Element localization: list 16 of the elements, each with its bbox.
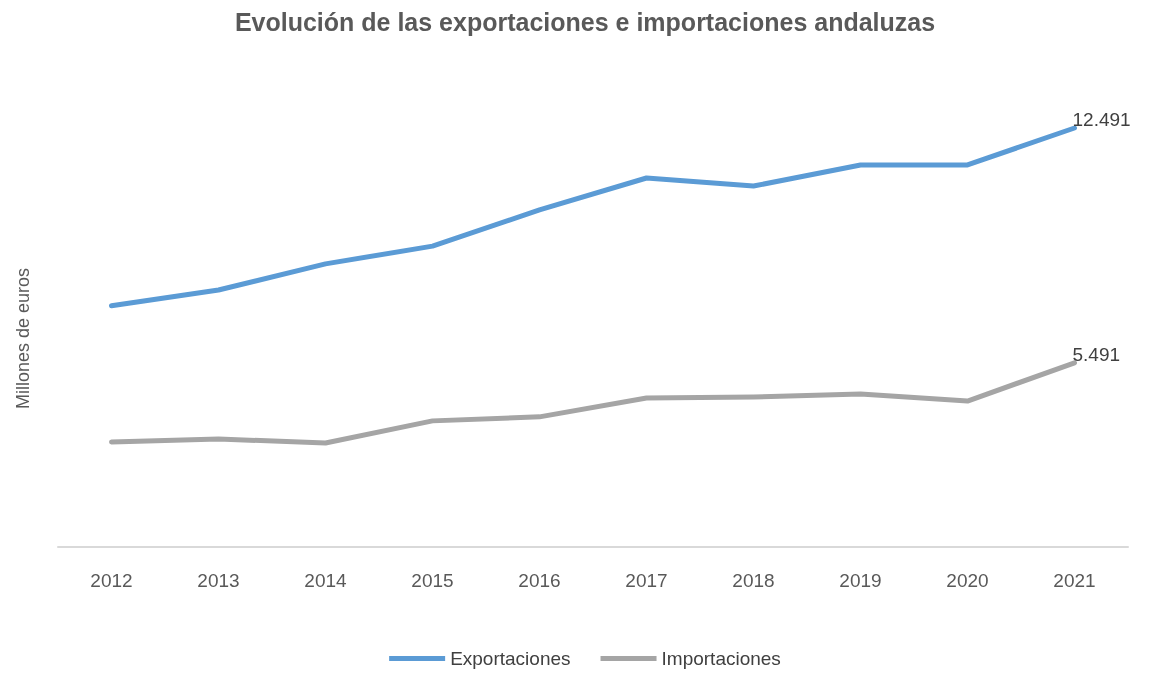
x-tick-label: 2019 — [839, 570, 882, 591]
x-tick-label: 2018 — [732, 570, 775, 591]
data-label: 5.491 — [1072, 343, 1121, 365]
x-tick-label: 2015 — [411, 570, 454, 591]
x-tick-label: 2016 — [518, 570, 561, 591]
x-tick-label: 2020 — [946, 570, 989, 591]
x-tick-label: 2017 — [625, 570, 668, 591]
data-label: 12.491 — [1072, 109, 1131, 130]
legend-label: Importaciones — [661, 648, 781, 669]
legend-label: Exportaciones — [450, 648, 571, 669]
x-tick-label: 2012 — [90, 570, 133, 591]
x-tick-label: 2014 — [304, 570, 348, 591]
chart-title: Evolución de las exportaciones e importaciones andaluzas — [234, 7, 936, 36]
x-tick-label: 2021 — [1053, 570, 1096, 591]
y-axis-title: Millones de euros — [13, 267, 33, 410]
x-tick-label: 2013 — [197, 570, 240, 591]
